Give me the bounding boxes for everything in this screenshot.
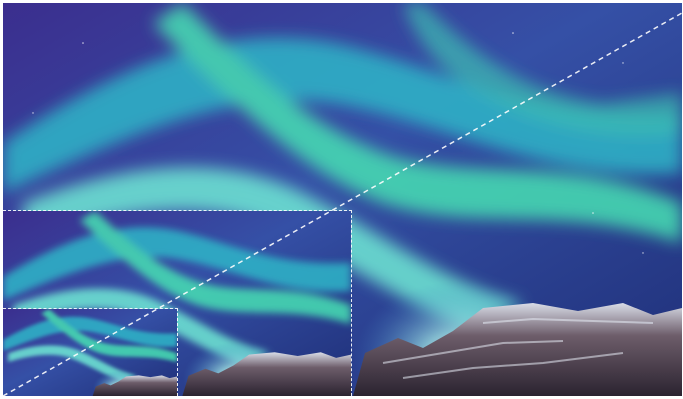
image-canvas [3,3,682,396]
aurora-photo-small [3,308,178,396]
